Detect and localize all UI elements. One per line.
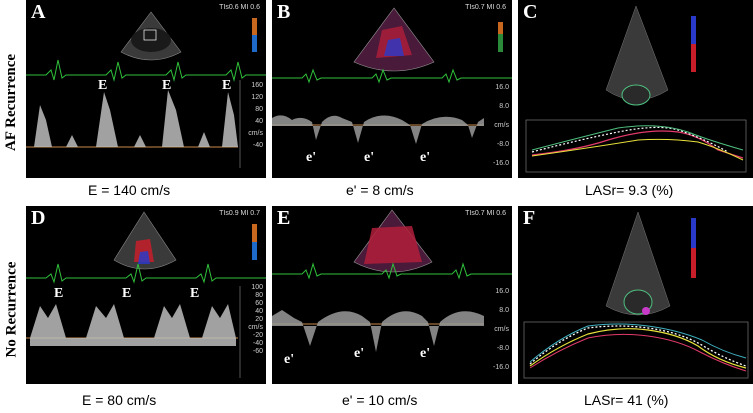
row-label-no-recurrence: No Recurrence <box>3 261 20 357</box>
panel-e-velocity-scale: 16.0 8.0 cm/s -8.0 -16.0 <box>493 288 509 371</box>
panel-e-graphic <box>272 209 512 352</box>
panel-f-caption: LASr= 41 (%) <box>584 392 669 408</box>
peak-label: E <box>162 78 172 93</box>
peak-label: e' <box>420 346 431 361</box>
panel-e-header: TIs0.7 MI 0.6 <box>465 210 506 217</box>
panel-a-graphic <box>26 11 266 168</box>
peak-label: E <box>122 286 132 301</box>
peak-label: E <box>54 286 64 301</box>
peak-label: E <box>190 286 200 301</box>
panel-e-letter: E <box>277 207 291 229</box>
panel-a-header: TIs0.6 MI 0.6 <box>219 4 260 11</box>
peak-label: e' <box>354 346 365 361</box>
peak-label: e' <box>420 150 431 165</box>
panel-b-letter: B <box>277 1 291 23</box>
panel-d-header: TIs0.9 MI 0.7 <box>219 210 260 217</box>
panel-c-atrial-strain: C <box>518 0 753 178</box>
panel-b-caption: e' = 8 cm/s <box>346 182 414 198</box>
panel-d-mitral-inflow-doppler: D TIs0.9 MI 0.7 E E E 100 80 60 40 20 cm… <box>26 206 266 384</box>
row-label-af-recurrence: AF Recurrence <box>3 53 20 152</box>
panel-b-header: TIs0.7 MI 0.6 <box>465 4 506 11</box>
panel-d-caption: E = 80 cm/s <box>82 392 157 408</box>
panel-d-velocity-scale: 100 80 60 40 20 cm/s -20 -40 -60 <box>248 284 263 355</box>
panel-f-graphic <box>523 211 749 379</box>
panel-c-letter: C <box>523 1 538 23</box>
panel-d-graphic <box>26 211 266 378</box>
panel-e-caption: e' = 10 cm/s <box>342 392 418 408</box>
panel-b-tissue-doppler: B TIs0.7 MI 0.6 e' e' e' 16.0 8.0 cm/s -… <box>272 0 512 178</box>
panel-a-caption: E = 140 cm/s <box>88 182 171 198</box>
peak-label: e' <box>306 150 317 165</box>
peak-label: E <box>98 78 108 93</box>
panel-f-letter: F <box>523 207 536 229</box>
panel-f-atrial-strain: F <box>518 206 753 384</box>
panel-c-caption: LASr= 9.3 (%) <box>585 182 674 198</box>
panel-d-letter: D <box>31 207 46 229</box>
panel-a-velocity-scale: 160 120 80 40 cm/s -40 <box>248 82 263 149</box>
panel-e-tissue-doppler: E TIs0.7 MI 0.6 e' e' e' 16.0 8.0 cm/s -… <box>272 206 512 384</box>
panel-a-letter: A <box>31 1 46 23</box>
peak-label: E <box>222 78 232 93</box>
panel-b-graphic <box>272 7 512 144</box>
panel-b-velocity-scale: 16.0 8.0 cm/s -8.0 -16.0 <box>493 84 509 167</box>
peak-label: e' <box>284 352 295 367</box>
peak-label: e' <box>364 150 375 165</box>
panel-a-mitral-inflow-doppler: A TIs0.6 MI 0.6 E E E 160 120 80 40 cm/s… <box>26 0 266 178</box>
panel-c-graphic <box>525 5 747 173</box>
